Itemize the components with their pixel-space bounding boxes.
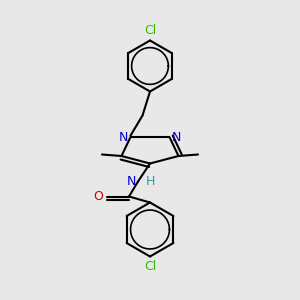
Text: N: N [172,130,181,144]
Text: Cl: Cl [144,260,156,273]
Text: Cl: Cl [144,24,156,37]
Text: N: N [119,130,128,144]
Text: H: H [146,175,155,188]
Text: O: O [93,190,103,203]
Text: N: N [127,175,136,188]
